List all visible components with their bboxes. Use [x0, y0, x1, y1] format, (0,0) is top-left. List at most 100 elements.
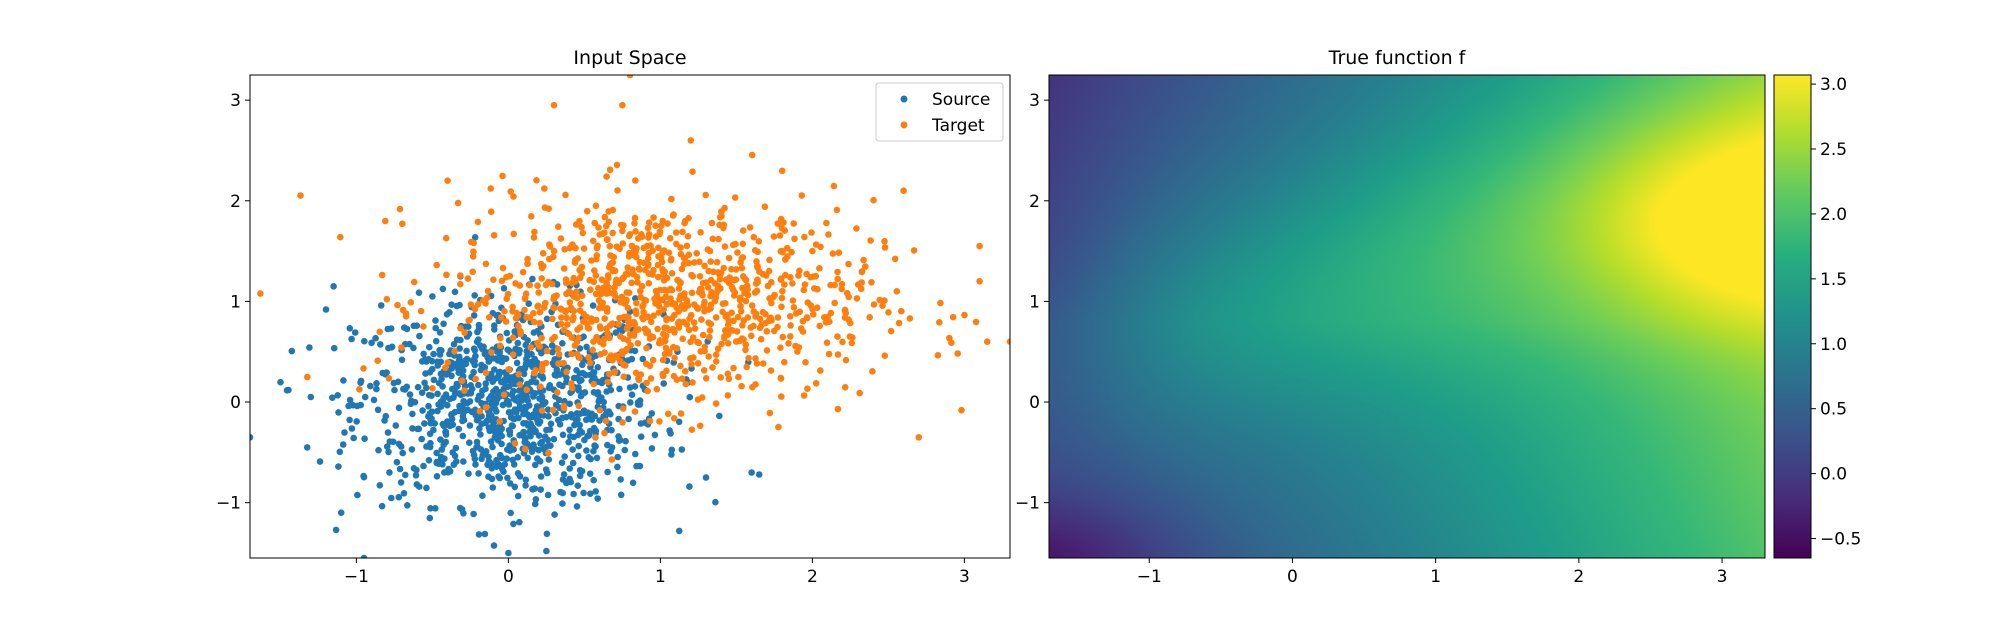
scatter-point-target: [457, 280, 464, 288]
scatter-point-target: [304, 373, 311, 381]
scatter-point-target: [515, 371, 523, 378]
scatter-point-target: [799, 317, 807, 325]
scatter-point-source: [500, 285, 508, 292]
scatter-point-source: [339, 441, 347, 448]
scatter-point-source: [482, 419, 489, 427]
x-tick-label: −1: [344, 567, 369, 587]
scatter-point-target: [595, 284, 602, 292]
scatter-point-source: [637, 420, 645, 427]
y-tick-label: 3: [1029, 91, 1040, 111]
scatter-point-source: [596, 417, 603, 424]
scatter-point-source: [497, 463, 505, 470]
scatter-point-target: [757, 335, 765, 343]
scatter-point-source: [534, 417, 541, 424]
scatter-point-target: [550, 304, 557, 311]
scatter-point-target: [538, 364, 546, 372]
scatter-point-source: [398, 356, 406, 364]
scatter-point-source: [395, 493, 403, 501]
scatter-point-source: [648, 410, 656, 417]
colorbar-tick-label: 2.0: [1820, 205, 1847, 225]
scatter-point-target: [592, 202, 600, 210]
scatter-point-target: [297, 192, 304, 199]
scatter-point-target: [759, 308, 767, 316]
scatter-point-target: [792, 310, 800, 317]
scatter-point-target: [598, 276, 606, 284]
scatter-point-target: [748, 332, 755, 340]
scatter-point-source: [393, 458, 401, 466]
scatter-point-source: [580, 389, 587, 397]
scatter-point-source: [651, 431, 659, 439]
scatter-point-source: [648, 445, 656, 452]
scatter-point-target: [613, 352, 620, 359]
scatter-point-target: [841, 307, 849, 315]
scatter-point-target: [619, 240, 627, 247]
scatter-point-target: [786, 313, 794, 320]
scatter-point-target: [845, 293, 852, 301]
scatter-point-target: [482, 404, 490, 411]
scatter-point-target: [712, 294, 720, 302]
scatter-point-source: [586, 470, 594, 478]
scatter-point-source: [475, 470, 482, 477]
scatter-point-target: [580, 245, 588, 252]
scatter-point-target: [672, 229, 680, 236]
scatter-point-target: [690, 319, 698, 326]
scatter-point-source: [451, 288, 459, 296]
scatter-point-source: [490, 542, 498, 549]
scatter-point-source: [543, 547, 550, 555]
scatter-point-source: [542, 466, 550, 473]
scatter-point-source: [465, 470, 472, 478]
scatter-point-target: [848, 339, 856, 347]
scatter-point-source: [511, 483, 519, 491]
scatter-point-target: [549, 406, 557, 414]
scatter-point-source: [341, 429, 348, 436]
scatter-point-source: [346, 325, 354, 332]
scatter-point-target: [719, 308, 726, 316]
scatter-point-source: [575, 452, 582, 460]
scatter-point-source: [306, 344, 313, 351]
scatter-point-target: [830, 182, 838, 190]
scatter-point-target: [550, 101, 558, 109]
scatter-point-target: [575, 334, 582, 342]
y-tick-label: 3: [230, 91, 241, 111]
scatter-point-target: [650, 267, 657, 274]
scatter-point-target: [398, 344, 405, 351]
scatter-x-axis: −1 0 1 2 3: [344, 558, 970, 587]
scatter-point-target: [526, 281, 533, 289]
scatter-point-source: [460, 458, 467, 465]
scatter-point-target: [568, 350, 575, 358]
scatter-point-source: [440, 320, 447, 328]
scatter-point-target: [628, 319, 635, 326]
scatter-point-target: [620, 373, 628, 381]
scatter-point-target: [867, 237, 874, 244]
scatter-point-target: [701, 343, 709, 351]
x-tick-label: 2: [807, 567, 818, 587]
scatter-point-target: [719, 300, 727, 308]
scatter-point-target: [853, 225, 860, 232]
scatter-point-source: [445, 465, 452, 473]
scatter-point-target: [577, 300, 584, 308]
scatter-point-target: [557, 320, 565, 328]
scatter-point-target: [601, 213, 609, 221]
scatter-point-target: [650, 214, 657, 221]
scatter-point-target: [443, 271, 450, 279]
scatter-point-target: [507, 188, 514, 195]
scatter-point-target: [783, 244, 791, 252]
scatter-point-source: [470, 510, 477, 518]
scatter-point-target: [701, 298, 708, 306]
scatter-point-source: [633, 462, 640, 470]
scatter-point-source: [543, 426, 550, 434]
scatter-point-source: [520, 370, 528, 378]
scatter-point-target: [679, 228, 686, 236]
scatter-point-source: [561, 453, 568, 460]
scatter-point-source: [594, 390, 601, 398]
scatter-point-source: [440, 441, 448, 449]
scatter-point-target: [536, 308, 544, 316]
scatter-point-target: [534, 339, 541, 347]
colorbar-tick-label: 1.0: [1820, 335, 1847, 355]
scatter-point-source: [384, 325, 392, 333]
scatter-point-target: [807, 273, 814, 281]
scatter-point-target: [499, 172, 506, 180]
scatter-point-target: [910, 247, 918, 254]
scatter-point-source: [475, 381, 482, 389]
scatter-point-target: [634, 340, 642, 347]
